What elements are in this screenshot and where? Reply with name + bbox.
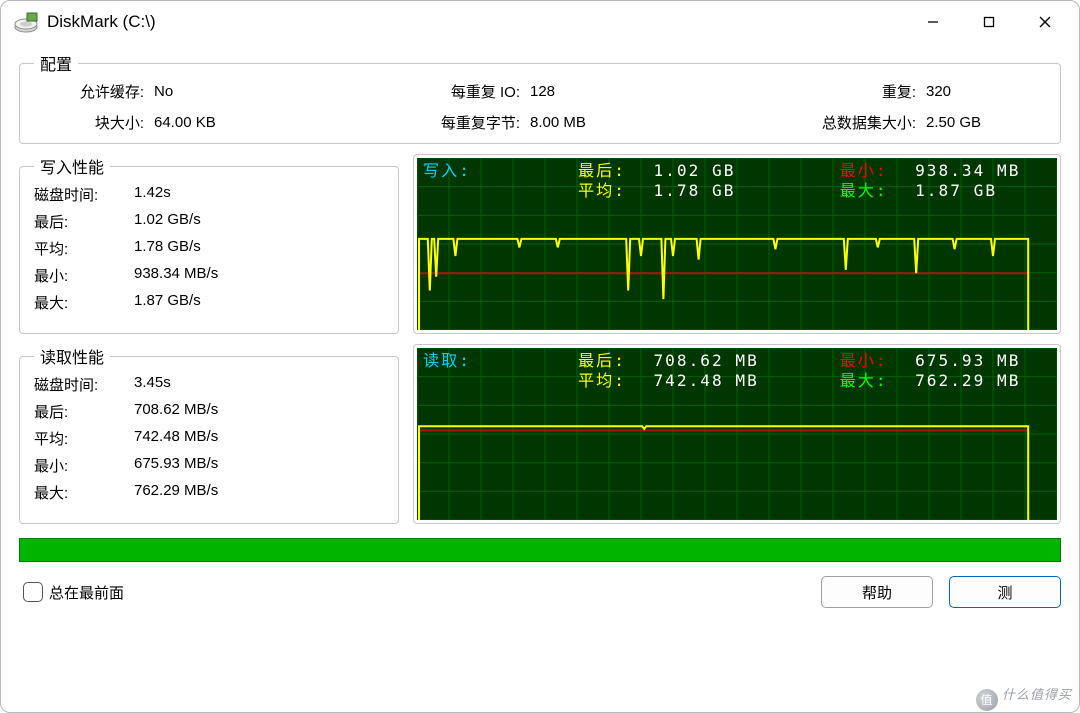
svg-text:1.87 GB: 1.87 GB [915, 181, 997, 200]
svg-text:675.93 MB: 675.93 MB [915, 351, 1020, 370]
svg-text:708.62 MB: 708.62 MB [653, 351, 758, 370]
read-disk-time-label: 磁盘时间: [34, 374, 134, 395]
svg-text:1.78 GB: 1.78 GB [653, 181, 735, 200]
read-min-value: 675.93 MB/s [134, 455, 384, 476]
write-graph-panel: 写入: 最后: 1.02 GB 最小: 938.34 MB 平均: 1.78 GB 最大… [413, 154, 1061, 334]
write-min-value: 938.34 MB/s [134, 265, 384, 286]
read-legend: 读取性能 [34, 344, 110, 368]
close-button[interactable] [1017, 1, 1073, 43]
read-graph-panel: 读取: 最后: 708.62 MB 最小: 675.93 MB 平均: 742.48 … [413, 344, 1061, 524]
dataset-size-value: 2.50 GB [926, 114, 1046, 131]
config-group: 配置 允许缓存: No 每重复 IO: 128 重复: 320 块大小: 64.… [19, 51, 1061, 144]
read-avg-label: 平均: [34, 428, 134, 449]
allow-cache-label: 允许缓存: [34, 81, 154, 102]
write-avg-value: 1.78 GB/s [134, 238, 384, 259]
read-group: 读取性能 磁盘时间: 3.45s 最后: 708.62 MB/s 平均: 742… [19, 344, 399, 524]
write-group: 写入性能 磁盘时间: 1.42s 最后: 1.02 GB/s 平均: 1.78 … [19, 154, 399, 334]
maximize-button[interactable] [961, 1, 1017, 43]
write-max-label: 最大: [34, 292, 134, 313]
repeat-value: 320 [926, 83, 1046, 100]
block-size-label: 块大小: [34, 112, 154, 133]
write-last-label: 最后: [34, 211, 134, 232]
svg-text:写入:: 写入: [423, 161, 471, 180]
bytes-per-repeat-value: 8.00 MB [530, 114, 670, 131]
always-on-top-label: 总在最前面 [49, 582, 124, 603]
read-last-value: 708.62 MB/s [134, 401, 384, 422]
run-button[interactable]: 测 [949, 576, 1061, 608]
write-graph: 写入: 最后: 1.02 GB 最小: 938.34 MB 平均: 1.78 GB 最大… [417, 158, 1057, 330]
write-min-label: 最小: [34, 265, 134, 286]
read-disk-time-value: 3.45s [134, 374, 384, 395]
write-max-value: 1.87 GB/s [134, 292, 384, 313]
block-size-value: 64.00 KB [154, 114, 294, 131]
progress-bar [19, 538, 1061, 562]
svg-text:最小:: 最小: [840, 351, 888, 370]
write-disk-time-label: 磁盘时间: [34, 184, 134, 205]
always-on-top-checkbox[interactable]: 总在最前面 [19, 582, 124, 603]
svg-text:平均:: 平均: [578, 181, 626, 200]
read-max-label: 最大: [34, 482, 134, 503]
svg-text:读取:: 读取: [423, 351, 471, 370]
allow-cache-value: No [154, 83, 294, 100]
repeat-label: 重复: [786, 81, 926, 102]
svg-text:最大:: 最大: [840, 371, 888, 390]
read-min-label: 最小: [34, 455, 134, 476]
help-button[interactable]: 帮助 [821, 576, 933, 608]
read-avg-value: 742.48 MB/s [134, 428, 384, 449]
write-disk-time-value: 1.42s [134, 184, 384, 205]
write-avg-label: 平均: [34, 238, 134, 259]
read-graph: 读取: 最后: 708.62 MB 最小: 675.93 MB 平均: 742.48 … [417, 348, 1057, 520]
svg-text:最后:: 最后: [578, 161, 626, 180]
svg-text:最后:: 最后: [578, 351, 626, 370]
svg-text:762.29 MB: 762.29 MB [915, 371, 1020, 390]
window-title: DiskMark (C:\) [47, 12, 156, 32]
io-per-repeat-value: 128 [530, 83, 670, 100]
svg-text:742.48 MB: 742.48 MB [653, 371, 758, 390]
svg-text:938.34 MB: 938.34 MB [915, 161, 1020, 180]
write-legend: 写入性能 [34, 154, 110, 178]
svg-text:平均:: 平均: [578, 371, 626, 390]
app-icon [13, 11, 39, 33]
write-last-value: 1.02 GB/s [134, 211, 384, 232]
read-max-value: 762.29 MB/s [134, 482, 384, 503]
dataset-size-label: 总数据集大小: [786, 112, 926, 133]
checkbox-icon [23, 582, 43, 602]
io-per-repeat-label: 每重复 IO: [410, 81, 530, 102]
svg-text:1.02 GB: 1.02 GB [653, 161, 735, 180]
svg-text:最小:: 最小: [840, 161, 888, 180]
config-legend: 配置 [34, 51, 78, 75]
minimize-button[interactable] [905, 1, 961, 43]
svg-text:最大:: 最大: [840, 181, 888, 200]
read-last-label: 最后: [34, 401, 134, 422]
bytes-per-repeat-label: 每重复字节: [410, 112, 530, 133]
